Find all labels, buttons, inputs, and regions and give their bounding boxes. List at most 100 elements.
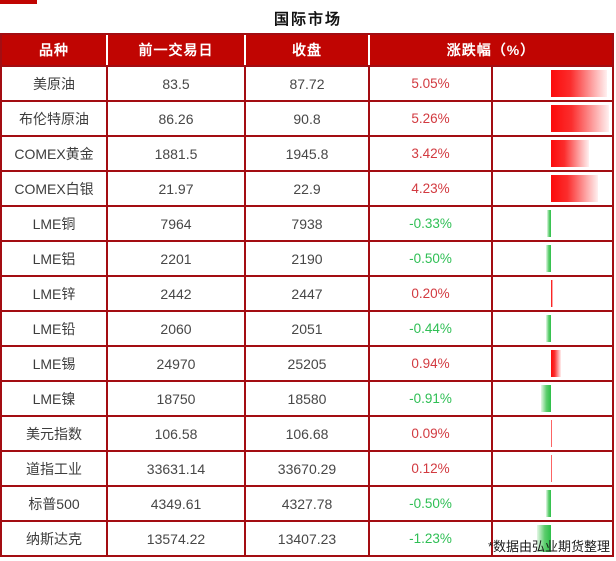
column-header-prev-close: 前一交易日 — [108, 35, 246, 65]
close-value: 18580 — [246, 382, 370, 415]
instrument-name: LME铝 — [2, 242, 108, 275]
table-row: LME铜 7964 7938 -0.33% — [2, 205, 612, 240]
change-bar-cell — [493, 172, 612, 205]
instrument-name: 道指工业 — [2, 452, 108, 485]
change-percent: 5.26% — [370, 102, 493, 135]
table-row: LME铅 2060 2051 -0.44% — [2, 310, 612, 345]
change-percent: 0.20% — [370, 277, 493, 310]
change-percent: 4.23% — [370, 172, 493, 205]
change-percent: 3.42% — [370, 137, 493, 170]
close-value: 87.72 — [246, 67, 370, 100]
table-row: 道指工业 33631.14 33670.29 0.12% — [2, 450, 612, 485]
change-bar — [551, 280, 554, 307]
change-bar — [551, 140, 589, 167]
change-bar-cell — [493, 277, 612, 310]
prev-close-value: 7964 — [108, 207, 246, 240]
table-row: 美原油 83.5 87.72 5.05% — [2, 65, 612, 100]
prev-close-value: 18750 — [108, 382, 246, 415]
column-header-change-pct: 涨跌幅（%） — [446, 42, 536, 58]
change-bar-cell — [493, 312, 612, 345]
change-bar-cell — [493, 522, 612, 555]
table-row: LME镍 18750 18580 -0.91% — [2, 380, 612, 415]
prev-close-value: 4349.61 — [108, 487, 246, 520]
change-bar — [545, 245, 551, 272]
close-value: 106.68 — [246, 417, 370, 450]
change-percent: -0.33% — [370, 207, 493, 240]
change-bar — [551, 105, 609, 132]
table-row: 美元指数 106.58 106.68 0.09% — [2, 415, 612, 450]
table-row: LME铝 2201 2190 -0.50% — [2, 240, 612, 275]
change-bar-cell — [493, 242, 612, 275]
table-row: LME锡 24970 25205 0.94% — [2, 345, 612, 380]
prev-close-value: 2201 — [108, 242, 246, 275]
change-bar-cell — [493, 207, 612, 240]
instrument-name: LME锡 — [2, 347, 108, 380]
change-bar — [551, 455, 553, 482]
change-percent: -0.50% — [370, 242, 493, 275]
change-percent: 5.05% — [370, 67, 493, 100]
instrument-name: LME铅 — [2, 312, 108, 345]
change-bar — [546, 315, 551, 342]
change-bar — [551, 175, 598, 202]
prev-close-value: 1881.5 — [108, 137, 246, 170]
instrument-name: 标普500 — [2, 487, 108, 520]
close-value: 13407.23 — [246, 522, 370, 555]
close-value: 2190 — [246, 242, 370, 275]
change-bar-cell — [493, 102, 612, 135]
page-title: 国际市场 — [273, 11, 342, 28]
international-market-table: 品种 前一交易日 收盘 涨跌幅（%） 美原油 83.5 87.72 5.05% … — [0, 33, 614, 557]
prev-close-value: 24970 — [108, 347, 246, 380]
change-bar — [540, 385, 551, 412]
corner-mark-decoration — [0, 0, 37, 4]
change-percent: 0.09% — [370, 417, 493, 450]
change-percent: -0.44% — [370, 312, 493, 345]
table-row: 标普500 4349.61 4327.78 -0.50% — [2, 485, 612, 520]
prev-close-value: 106.58 — [108, 417, 246, 450]
instrument-name: 美元指数 — [2, 417, 108, 450]
instrument-name: COMEX白银 — [2, 172, 108, 205]
change-percent: -0.91% — [370, 382, 493, 415]
change-percent: 0.94% — [370, 347, 493, 380]
instrument-name: LME锌 — [2, 277, 108, 310]
change-bar — [551, 70, 607, 97]
instrument-name: LME镍 — [2, 382, 108, 415]
change-bar-cell — [493, 382, 612, 415]
close-value: 33670.29 — [246, 452, 370, 485]
close-value: 2051 — [246, 312, 370, 345]
change-bar — [545, 490, 551, 517]
column-header-close: 收盘 — [246, 35, 370, 65]
prev-close-value: 86.26 — [108, 102, 246, 135]
table-row: LME锌 2442 2447 0.20% — [2, 275, 612, 310]
change-bar-cell — [493, 347, 612, 380]
column-header-instrument: 品种 — [2, 35, 108, 65]
close-value: 25205 — [246, 347, 370, 380]
instrument-name: 布伦特原油 — [2, 102, 108, 135]
prev-close-value: 2060 — [108, 312, 246, 345]
table-row: 布伦特原油 86.26 90.8 5.26% — [2, 100, 612, 135]
table-header-row: 品种 前一交易日 收盘 涨跌幅（%） — [2, 35, 612, 65]
instrument-name: COMEX黄金 — [2, 137, 108, 170]
close-value: 1945.8 — [246, 137, 370, 170]
data-source-note: *数据由弘业期货整理 — [487, 539, 610, 554]
change-bar — [551, 420, 552, 447]
change-bar — [537, 525, 551, 552]
change-bar — [551, 350, 562, 377]
prev-close-value: 21.97 — [108, 172, 246, 205]
change-percent: -1.23% — [370, 522, 493, 555]
table-body: 美原油 83.5 87.72 5.05% 布伦特原油 86.26 90.8 5.… — [2, 65, 612, 555]
change-bar-cell — [493, 487, 612, 520]
change-percent: -0.50% — [370, 487, 493, 520]
change-bar-cell — [493, 452, 612, 485]
change-bar-cell — [493, 67, 612, 100]
table-row: COMEX黄金 1881.5 1945.8 3.42% — [2, 135, 612, 170]
instrument-name: 纳斯达克 — [2, 522, 108, 555]
change-bar-cell — [493, 137, 612, 170]
prev-close-value: 2442 — [108, 277, 246, 310]
prev-close-value: 13574.22 — [108, 522, 246, 555]
change-percent: 0.12% — [370, 452, 493, 485]
close-value: 2447 — [246, 277, 370, 310]
close-value: 90.8 — [246, 102, 370, 135]
change-bar — [547, 210, 551, 237]
close-value: 22.9 — [246, 172, 370, 205]
